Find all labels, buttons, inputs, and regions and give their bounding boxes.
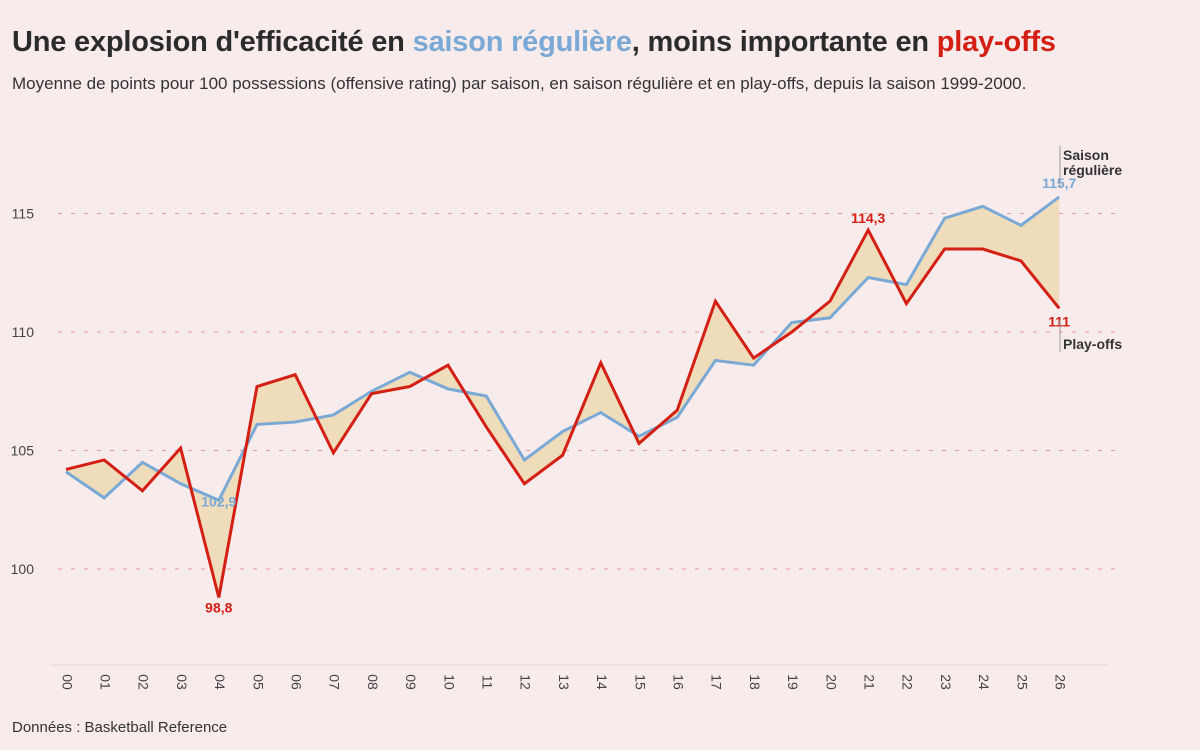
y-tick-label: 110 <box>12 324 35 340</box>
x-tick-label: 17 <box>709 674 725 690</box>
x-tick-label: 07 <box>327 674 343 690</box>
x-tick-label: 00 <box>59 674 75 690</box>
x-tick-label: 20 <box>823 674 839 690</box>
source-note: Données : Basketball Reference <box>12 719 228 736</box>
title-playoffs: play-offs <box>936 26 1056 58</box>
data-label: 115,7 <box>1042 175 1076 191</box>
gap-area <box>66 196 1060 598</box>
title-part-3: , moins importante en <box>631 26 937 58</box>
x-tick-label: 26 <box>1052 674 1068 690</box>
x-tick-label: 13 <box>556 674 572 690</box>
chart-title: Une explosion d'efficacité en saison rég… <box>12 26 1056 59</box>
title-regular-season: saison régulière <box>412 26 632 58</box>
x-tick-label: 16 <box>670 674 686 690</box>
x-tick-label: 08 <box>365 674 381 690</box>
data-label: 111 <box>1048 313 1070 329</box>
regular-season-end-label: Saison <box>1063 147 1109 163</box>
x-tick-label: 21 <box>861 674 877 690</box>
playoffs-end-label: Play-offs <box>1063 336 1122 352</box>
x-tick-label: 18 <box>747 674 763 690</box>
x-tick-label: 01 <box>97 674 113 690</box>
x-tick-label: 24 <box>976 674 992 690</box>
y-tick-label: 115 <box>12 206 35 222</box>
data-label: 114,3 <box>851 210 885 226</box>
x-tick-label: 04 <box>212 674 228 690</box>
x-tick-label: 23 <box>938 674 954 690</box>
series-line-playoffs <box>65 226 1061 598</box>
data-label: 98,8 <box>205 599 232 615</box>
x-tick-label: 03 <box>174 674 190 690</box>
x-tick-label: 05 <box>250 674 266 690</box>
y-tick-label: 100 <box>11 561 35 577</box>
x-tick-label: 22 <box>900 674 916 690</box>
x-tick-label: 12 <box>518 674 534 690</box>
chart-subtitle: Moyenne de points pour 100 possessions (… <box>12 74 1027 93</box>
title-part-1: Une explosion d'efficacité en <box>12 26 413 58</box>
x-tick-label: 02 <box>136 674 152 690</box>
x-tick-label: 09 <box>403 674 419 690</box>
x-tick-label: 14 <box>594 674 610 690</box>
y-tick-label: 105 <box>11 443 35 459</box>
x-tick-label: 15 <box>632 674 648 690</box>
x-tick-label: 11 <box>479 675 495 690</box>
x-tick-label: 25 <box>1014 674 1030 690</box>
x-tick-label: 10 <box>441 674 457 690</box>
x-tick-label: 19 <box>785 674 801 690</box>
regular-season-end-label-2: régulière <box>1063 162 1122 178</box>
x-tick-label: 06 <box>288 674 304 690</box>
data-label: 102,9 <box>201 493 236 509</box>
